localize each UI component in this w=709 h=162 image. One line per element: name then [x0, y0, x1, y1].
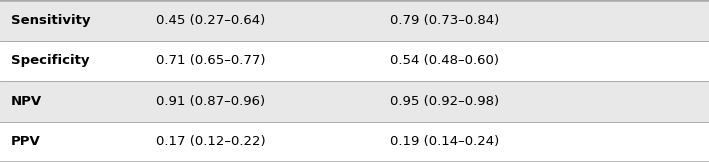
FancyBboxPatch shape: [0, 0, 709, 40]
Text: 0.79 (0.73–0.84): 0.79 (0.73–0.84): [390, 14, 499, 27]
Text: Specificity: Specificity: [11, 54, 89, 67]
Text: 0.45 (0.27–0.64): 0.45 (0.27–0.64): [156, 14, 265, 27]
Text: 0.54 (0.48–0.60): 0.54 (0.48–0.60): [390, 54, 499, 67]
Text: NPV: NPV: [11, 95, 42, 108]
FancyBboxPatch shape: [0, 81, 709, 122]
Text: 0.17 (0.12–0.22): 0.17 (0.12–0.22): [156, 135, 266, 148]
Text: 0.91 (0.87–0.96): 0.91 (0.87–0.96): [156, 95, 265, 108]
FancyBboxPatch shape: [0, 40, 709, 81]
Text: 0.19 (0.14–0.24): 0.19 (0.14–0.24): [390, 135, 499, 148]
FancyBboxPatch shape: [0, 122, 709, 162]
Text: 0.71 (0.65–0.77): 0.71 (0.65–0.77): [156, 54, 265, 67]
Text: PPV: PPV: [11, 135, 40, 148]
Text: Sensitivity: Sensitivity: [11, 14, 90, 27]
Text: 0.95 (0.92–0.98): 0.95 (0.92–0.98): [390, 95, 499, 108]
